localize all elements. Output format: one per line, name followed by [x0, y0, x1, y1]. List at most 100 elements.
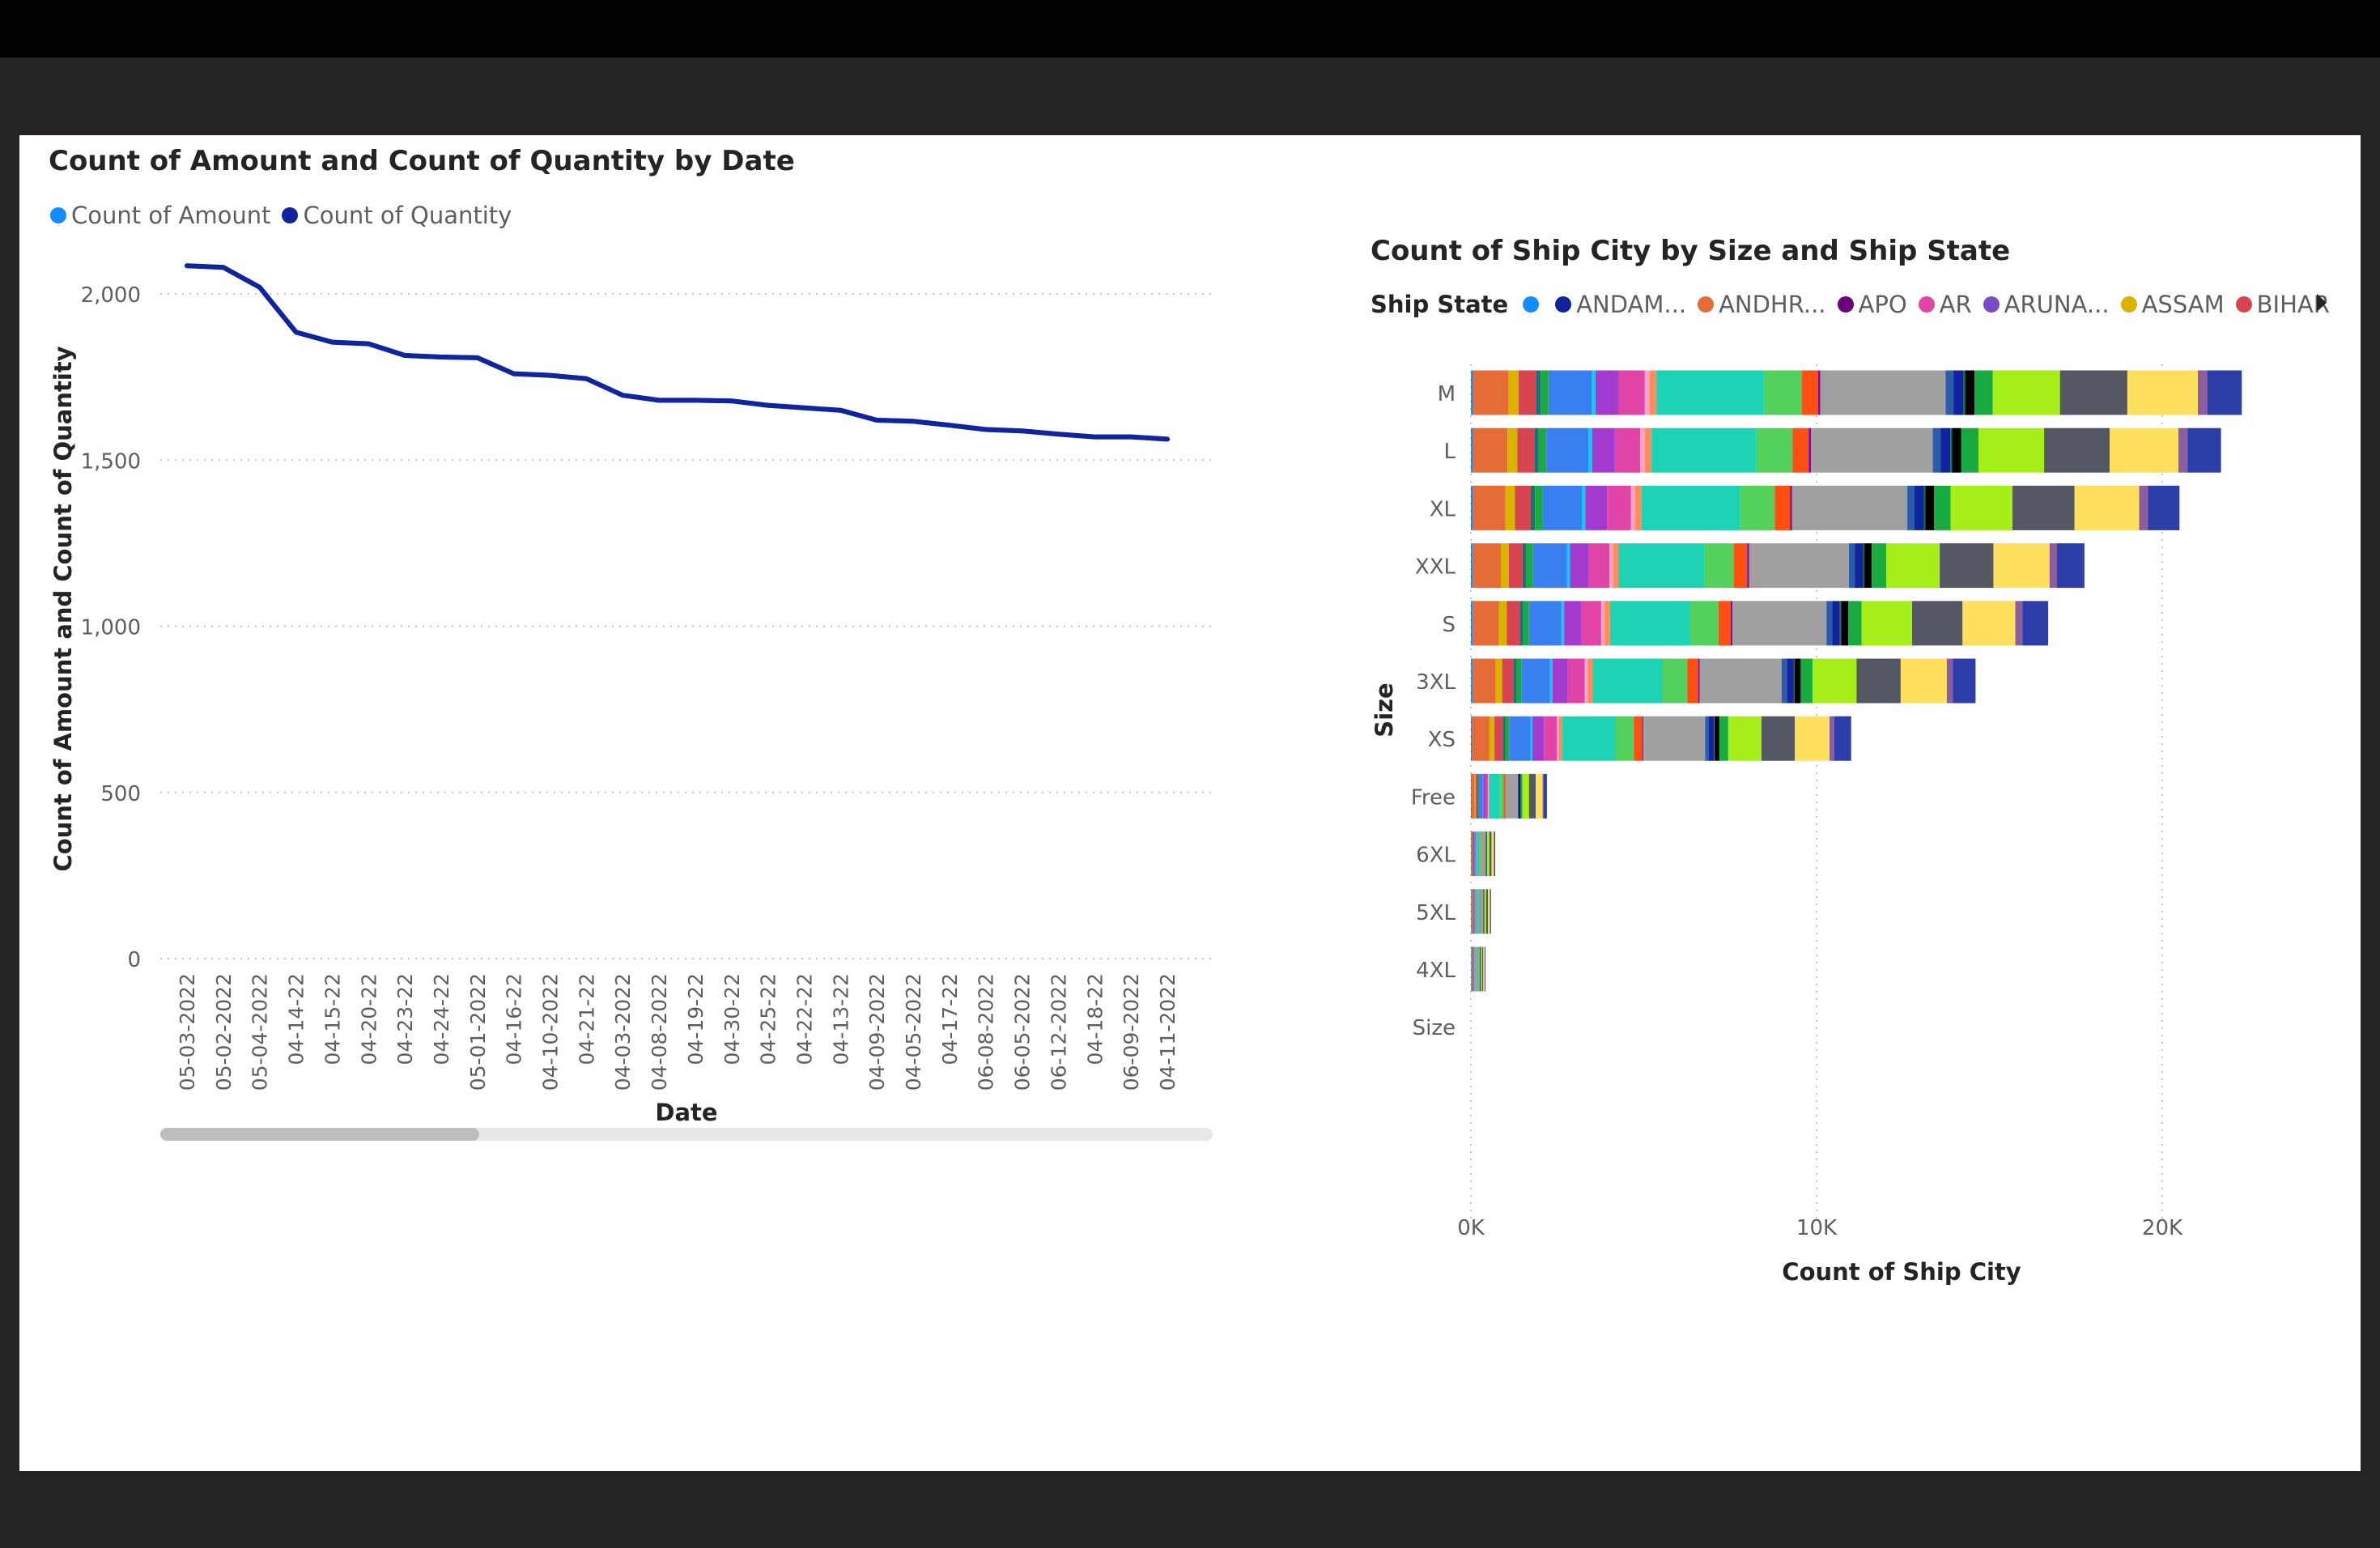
bar-segment — [1592, 658, 1663, 704]
bar-segment — [2148, 485, 2180, 530]
y-tick-label: 3XL — [1416, 670, 1456, 695]
bar-segment — [1472, 658, 1496, 704]
bar-segment — [1473, 946, 1474, 992]
bar-segment — [1532, 543, 1567, 589]
x-tick-label: 04-09-2022 — [865, 973, 889, 1091]
bar-segment — [1502, 658, 1514, 704]
bar-chart-legend[interactable]: Ship State ANDAM... ANDHR... APO AR ARUNA...… — [1371, 291, 2341, 318]
bar-segment — [1522, 773, 1529, 819]
bar-segment — [1584, 658, 1588, 704]
bar-segment — [1592, 370, 1596, 415]
bar-segment — [1618, 543, 1704, 589]
bar-segment — [1501, 543, 1509, 589]
bar-segment — [2044, 427, 2110, 473]
bar-segment — [1499, 773, 1504, 819]
legend-item[interactable]: ARUNA... — [1983, 291, 2110, 318]
bar-segment — [1542, 773, 1544, 819]
bar-segment — [1474, 773, 1476, 819]
bar-segment — [1532, 716, 1545, 761]
bar-segment — [1848, 543, 1855, 589]
bar-segment — [1634, 485, 1642, 530]
bar-segment — [1834, 716, 1851, 761]
x-tick-label: 04-25-22 — [757, 973, 780, 1065]
bar-segment — [1839, 601, 1842, 646]
legend-marker-icon — [1555, 296, 1572, 313]
legend-item[interactable]: APO — [1837, 291, 1907, 318]
y-axis-title: Count of Amount and Count of Quantity — [49, 346, 77, 871]
bar-segment — [1756, 427, 1793, 473]
bar-segment — [1488, 773, 1489, 819]
x-tick-label: 04-03-2022 — [611, 973, 635, 1091]
bar-segment — [2127, 370, 2198, 415]
bar-segment — [1471, 427, 1473, 473]
bar-segment — [2139, 485, 2148, 530]
legend-item[interactable]: Count of Quantity — [282, 202, 512, 229]
legend-item[interactable]: Count of Amount — [50, 202, 270, 229]
bar-segment — [1634, 716, 1643, 761]
bar-segment — [1503, 773, 1506, 819]
bar-segment — [1566, 543, 1570, 589]
bar-segment — [1474, 889, 1476, 934]
legend-item[interactable]: ANDHR... — [1698, 291, 1826, 318]
x-tick-label: 04-16-22 — [503, 973, 526, 1065]
bar-segment — [1530, 716, 1532, 761]
bar-segment — [1476, 889, 1479, 934]
bar-segment — [1489, 716, 1495, 761]
line-chart-legend[interactable]: Count of Amount Count of Quantity — [50, 202, 523, 229]
bar-segment — [1485, 773, 1489, 819]
bar-segment — [1763, 370, 1802, 415]
legend-item[interactable]: ASSAM — [2120, 291, 2225, 318]
bar-segment — [1826, 601, 1833, 646]
bar-segment — [1473, 889, 1474, 934]
bar-segment — [1953, 658, 1976, 704]
x-tick-label: 10K — [1796, 1216, 1838, 1240]
bar-segment — [1484, 889, 1486, 934]
charts-svg: 0 500 1,000 1,500 2,000 Count of Amount and C… — [49, 263, 2242, 1286]
bar-segment — [1790, 485, 1792, 530]
bar-segment — [1615, 716, 1634, 761]
bar-segment — [1488, 889, 1490, 934]
legend-item[interactable]: ANDAM... — [1555, 291, 1686, 318]
x-tick-label: 06-12-2022 — [1047, 973, 1070, 1091]
bar-segment — [1907, 485, 1915, 530]
bar-segment — [2110, 427, 2178, 473]
y-tick-label: 1,500 — [81, 449, 141, 474]
bar-segment — [1490, 889, 1491, 934]
bar-segment — [2057, 543, 2085, 589]
y-tick-label: Size — [1413, 1016, 1456, 1040]
bar-segment — [1528, 773, 1536, 819]
bar-segment — [1595, 370, 1619, 415]
bar-segment — [1546, 427, 1588, 473]
bar-segment — [1487, 831, 1490, 877]
bar-segment — [2012, 485, 2075, 530]
bar-segment — [1699, 658, 1782, 704]
legend-item[interactable] — [1523, 296, 1544, 313]
x-tick-label: 04-11-2022 — [1156, 973, 1179, 1091]
bar-segment — [1731, 601, 1733, 646]
bar-segment — [1793, 658, 1795, 704]
bar-segment — [1609, 543, 1613, 589]
series-line — [185, 263, 1170, 442]
bar-segment — [1479, 889, 1481, 934]
x-tick-label: 06-09-2022 — [1120, 973, 1143, 1091]
legend-next-arrow-icon[interactable] — [2317, 294, 2327, 312]
bar-segment — [1515, 485, 1531, 530]
bar-segment — [1965, 370, 1975, 415]
bar-segment — [1945, 370, 1954, 415]
bar-segment — [1978, 427, 2045, 473]
legend-title: Ship State — [1371, 291, 1509, 318]
scrollbar-thumb[interactable] — [160, 1128, 479, 1141]
bar-segment — [1505, 485, 1515, 530]
bar-segment — [1538, 427, 1547, 473]
horizontal-scrollbar[interactable] — [160, 1128, 1213, 1141]
y-tick-label: XXL — [1415, 555, 1456, 580]
bar-segment — [1900, 658, 1947, 704]
bar-segment — [1486, 831, 1487, 877]
legend-item[interactable]: AR — [1918, 291, 1972, 318]
bar-segment — [1520, 773, 1523, 819]
bar-segment — [1534, 427, 1539, 473]
bar-segment — [1643, 716, 1706, 761]
x-tick-label: 20K — [2142, 1216, 2183, 1240]
bar-segment — [1749, 543, 1849, 589]
bar-segment — [1475, 889, 1477, 934]
